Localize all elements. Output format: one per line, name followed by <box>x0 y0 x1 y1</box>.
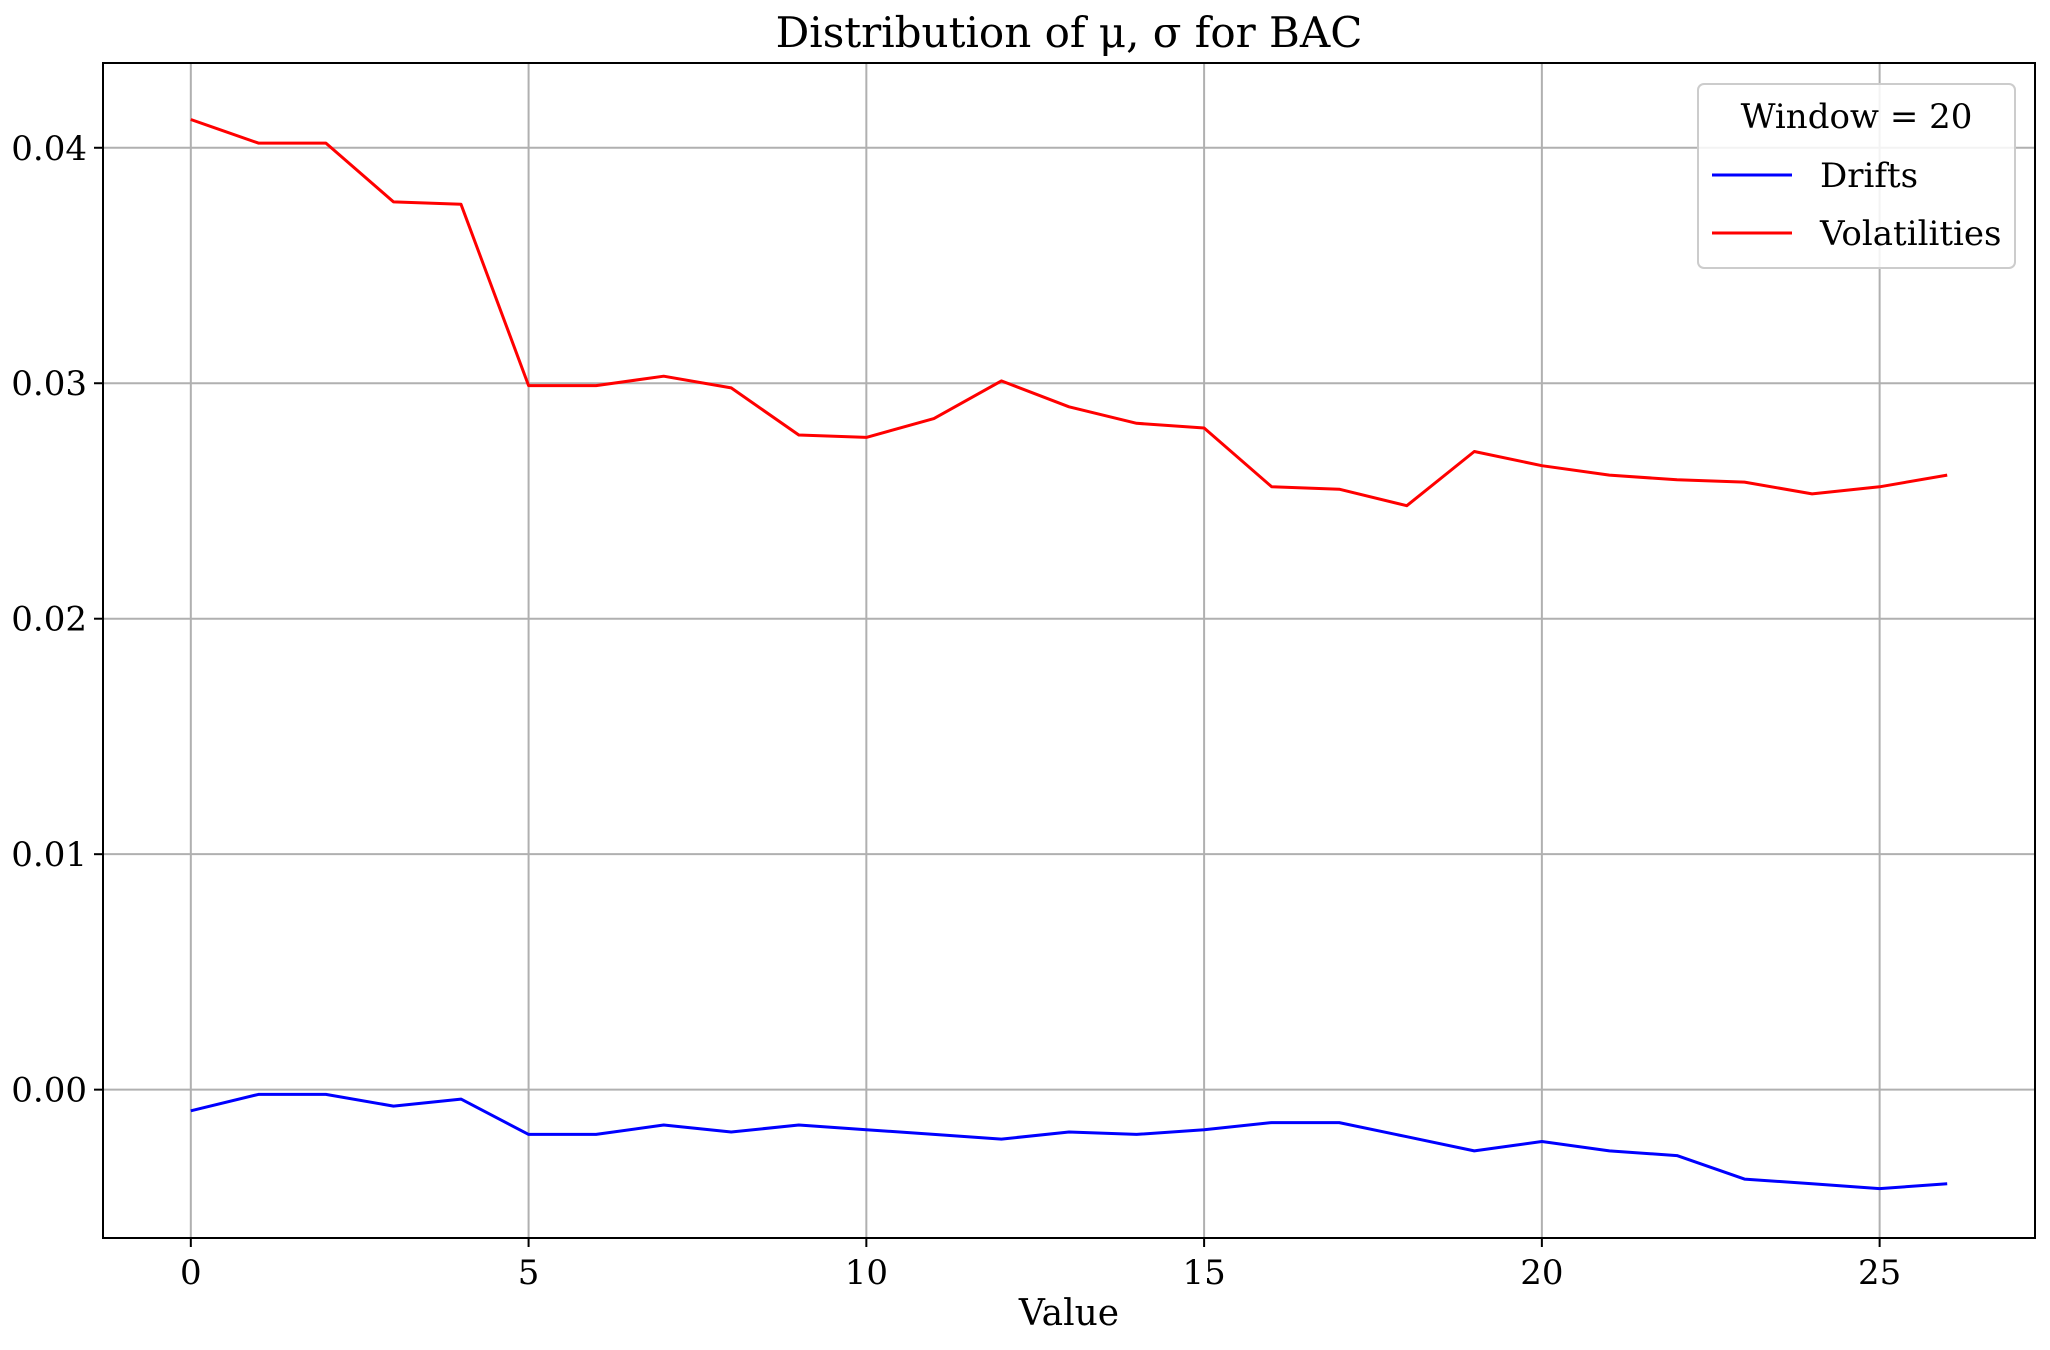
x-tick-label: 0 <box>180 1253 202 1293</box>
legend-label-volatilities: Volatilities <box>1819 214 2001 254</box>
y-tick-label: 0.00 <box>11 1071 87 1111</box>
series-lines <box>190 118 1948 1191</box>
legend-box <box>1697 83 2016 269</box>
x-tick-label: 10 <box>845 1253 888 1293</box>
legend-label-drifts: Drifts <box>1820 156 1918 196</box>
legend: Window = 20 Drifts Volatilities <box>1697 83 2016 269</box>
y-tick-label: 0.03 <box>11 364 87 404</box>
x-tick-label: 15 <box>1182 1253 1225 1293</box>
x-tick-label: 25 <box>1858 1253 1901 1293</box>
legend-entries: Drifts Volatilities <box>1712 156 2001 254</box>
x-axis-label: Value <box>1018 1293 1119 1334</box>
y-tick-label: 0.01 <box>11 835 87 875</box>
y-axis-ticks: 0.00 0.01 0.02 0.03 0.04 <box>11 129 103 1111</box>
y-tick-label: 0.04 <box>11 129 87 169</box>
x-tick-label: 20 <box>1520 1253 1563 1293</box>
x-axis-ticks: 0 5 10 15 20 25 <box>180 1238 1901 1293</box>
legend-title: Window = 20 <box>1741 97 1973 137</box>
x-tick-label: 5 <box>518 1253 540 1293</box>
chart-title: Distribution of μ, σ for BAC <box>776 8 1363 57</box>
series-line-drifts <box>190 1092 1948 1191</box>
series-line-volatilities <box>190 118 1948 508</box>
plot-frame <box>102 62 2036 1239</box>
y-tick-label: 0.02 <box>11 600 87 640</box>
